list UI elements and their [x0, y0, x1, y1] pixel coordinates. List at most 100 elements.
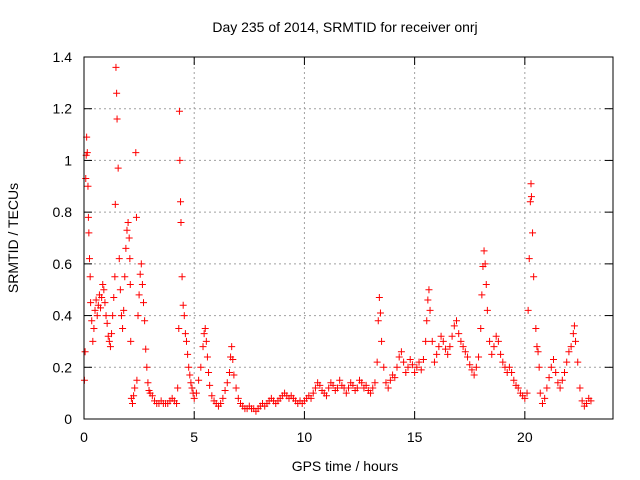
data-point [197, 363, 205, 371]
data-point [477, 325, 485, 332]
data-point [140, 299, 148, 307]
data-point [316, 381, 324, 389]
data-point [492, 332, 500, 340]
data-point [143, 363, 151, 371]
data-point [563, 358, 571, 366]
data-point [120, 306, 128, 314]
data-point [367, 389, 375, 397]
data-point [117, 312, 125, 320]
data-point [186, 371, 194, 379]
data-point [380, 363, 388, 371]
data-point [175, 325, 183, 332]
data-point [133, 376, 141, 384]
data-point [422, 337, 430, 345]
data-point [345, 384, 352, 392]
data-point [510, 376, 518, 384]
chart-title: Day 235 of 2014, SRMTID for receiver onr… [212, 19, 477, 35]
data-point [86, 255, 94, 263]
data-point [89, 337, 97, 345]
data-point [523, 389, 531, 397]
data-point [100, 286, 108, 294]
data-point [475, 353, 483, 361]
data-point [208, 392, 216, 400]
data-point [127, 337, 135, 345]
data-point [578, 397, 586, 405]
data-point [524, 306, 532, 314]
data-point [453, 317, 461, 325]
data-point [132, 213, 140, 221]
axis-ticks [83, 56, 613, 420]
data-point [499, 358, 507, 366]
data-point [375, 293, 383, 301]
data-point [556, 384, 564, 392]
data-point [371, 379, 379, 387]
data-point [85, 229, 93, 237]
data-point [481, 260, 489, 268]
data-point [446, 343, 454, 351]
data-point [527, 193, 535, 201]
y-tick-label: 1 [64, 152, 72, 168]
data-point [223, 379, 231, 387]
data-point [182, 337, 190, 345]
data-point [494, 337, 502, 345]
data-point [177, 218, 185, 226]
data-point [141, 317, 149, 325]
data-point [180, 312, 188, 320]
data-point [234, 394, 242, 402]
data-point [486, 337, 494, 345]
data-point [329, 381, 337, 389]
data-point [426, 306, 434, 314]
data-point [587, 397, 595, 405]
data-point [397, 348, 405, 356]
data-point [425, 286, 433, 294]
y-axis-tick-labels: 0 0.2 0.4 0.6 0.8 1 1.2 1.4 [53, 49, 73, 427]
data-point [132, 149, 140, 157]
data-point [130, 392, 138, 400]
data-point [136, 270, 144, 278]
data-point [536, 389, 544, 397]
data-point [176, 156, 184, 164]
data-point [505, 363, 513, 371]
data-point [558, 376, 566, 384]
data-point [358, 379, 366, 387]
data-point [122, 244, 130, 252]
data-point [393, 363, 401, 371]
data-point [417, 366, 425, 374]
data-point [457, 337, 465, 345]
data-point [448, 332, 456, 340]
data-point [93, 312, 101, 320]
data-point [112, 63, 120, 71]
data-point [99, 281, 107, 289]
data-point [382, 379, 390, 387]
data-point [192, 389, 200, 397]
data-point [437, 332, 445, 340]
x-tick-label: 15 [407, 429, 423, 445]
data-point [395, 353, 403, 361]
data-point [413, 363, 421, 371]
x-axis-tick-labels: 0 5 10 15 20 [80, 429, 533, 445]
data-point [376, 309, 384, 317]
data-point [483, 306, 491, 314]
data-point [131, 384, 139, 392]
data-point [572, 337, 580, 345]
data-point [470, 371, 478, 379]
data-point [188, 384, 196, 392]
data-point [148, 392, 156, 400]
data-point [232, 384, 240, 392]
data-point [175, 107, 183, 115]
data-point [123, 226, 131, 234]
data-point [567, 343, 575, 351]
data-point [119, 325, 127, 332]
data-point [219, 394, 227, 402]
data-point [102, 312, 110, 320]
data-point [374, 317, 382, 325]
grid-lines [84, 57, 613, 419]
data-point [466, 361, 474, 369]
y-tick-label: 0.8 [53, 204, 73, 220]
data-point [411, 368, 419, 376]
x-axis-label: GPS time / hours [292, 458, 399, 474]
data-point [549, 356, 557, 364]
data-point [574, 358, 582, 366]
data-point [444, 350, 452, 358]
data-point [179, 301, 187, 309]
